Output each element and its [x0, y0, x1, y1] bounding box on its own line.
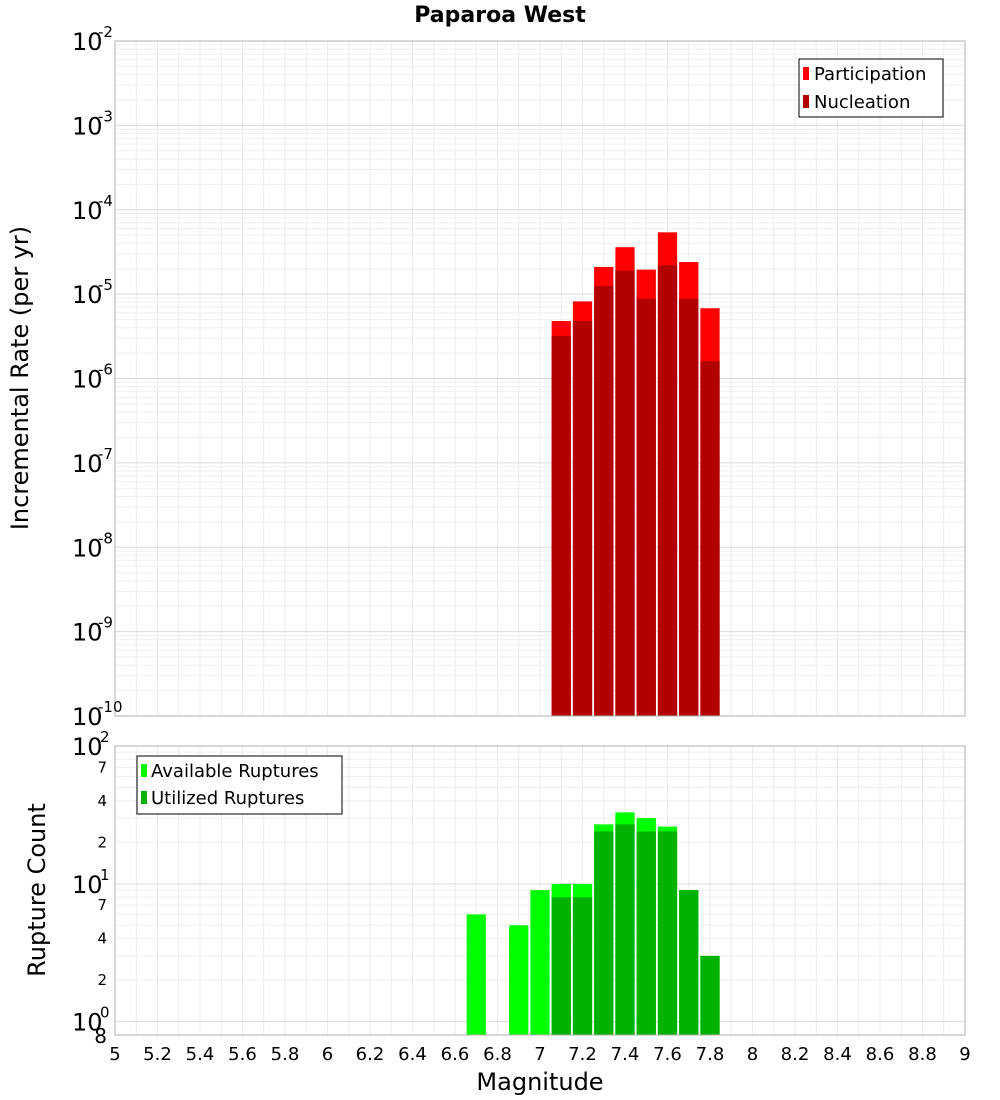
- legend-swatch-nucleation: [803, 95, 809, 108]
- chart-title: Paparoa West: [414, 3, 586, 28]
- legend-label-participation: Participation: [814, 64, 926, 85]
- y-tick-label-base: 10: [72, 703, 103, 731]
- y-tick-label-exponent: 0: [100, 1004, 110, 1022]
- legend-swatch-participation: [803, 67, 809, 80]
- x-tick-label: 8.4: [823, 1044, 852, 1065]
- y-tick-label-exponent: 2: [100, 728, 110, 746]
- bar-utilized-ruptures: [700, 955, 720, 1035]
- x-tick-label: 7.6: [653, 1044, 682, 1065]
- y-tick-label-base: 10: [72, 619, 103, 647]
- x-tick-label: 5.4: [186, 1044, 215, 1065]
- bar-nucleation: [594, 285, 614, 716]
- top-plot-area: [114, 40, 966, 717]
- x-tick-label: 8.8: [908, 1044, 937, 1065]
- bar-available-ruptures: [530, 890, 550, 1035]
- bar-utilized-ruptures: [615, 824, 635, 1035]
- bottom-plot-bars: [466, 812, 720, 1035]
- top-plot-bars: [551, 232, 720, 716]
- y-tick-label-minor: 2: [97, 971, 107, 989]
- bar-utilized-ruptures: [636, 831, 656, 1035]
- x-tick-label: 7: [534, 1044, 545, 1065]
- y-tick-label-exponent: -10: [98, 698, 123, 716]
- x-tick-label: 7.4: [611, 1044, 640, 1065]
- bar-nucleation: [572, 321, 593, 716]
- y-tick-label-minor: 7: [97, 758, 107, 776]
- y-tick-label-base: 10: [72, 534, 103, 562]
- x-tick-label: 8.2: [781, 1044, 810, 1065]
- bottom-legend: Available Ruptures Utilized Ruptures: [136, 755, 343, 815]
- bottom-y-axis-title: Rupture Count: [23, 803, 51, 977]
- axes-ticks: 5 5.2 5.4 5.6 5.8 6 6.2 6.4 6.6 6.8 7 7.2 7.4 7.6 7.8 8…: [72, 23, 971, 1065]
- bar-nucleation: [679, 298, 699, 716]
- x-tick-label: 7.8: [696, 1044, 725, 1065]
- legend-swatch-utilized: [141, 791, 147, 804]
- legend-label-nucleation: Nucleation: [814, 92, 910, 113]
- bar-available-ruptures: [509, 925, 529, 1035]
- y-tick-label-exponent: -7: [98, 445, 113, 463]
- bar-nucleation: [636, 298, 656, 716]
- top-plot-grid: [114, 41, 966, 717]
- y-tick-label-base: 10: [72, 28, 103, 56]
- bar-utilized-ruptures: [594, 831, 614, 1035]
- y-tick-label-minor: 2: [97, 833, 107, 851]
- y-tick-label-minor: 8: [94, 1024, 107, 1048]
- x-axis-title: Magnitude: [476, 1068, 603, 1096]
- y-tick-label-base: 10: [72, 281, 103, 309]
- legend-label-utilized: Utilized Ruptures: [151, 788, 304, 809]
- x-tick-label: 6.6: [441, 1044, 470, 1065]
- bar-utilized-ruptures: [551, 897, 571, 1035]
- y-tick-label-exponent: -3: [98, 107, 113, 125]
- bar-utilized-ruptures: [679, 890, 699, 1035]
- y-tick-label-base: 10: [72, 450, 103, 478]
- top-legend: Participation Nucleation: [798, 58, 944, 118]
- x-tick-label: 6.2: [356, 1044, 385, 1065]
- bottom-legend-box: [136, 755, 343, 815]
- y-tick-label-base: 10: [72, 197, 103, 225]
- x-tick-label: 5.8: [271, 1044, 300, 1065]
- x-tick-label: 6.4: [398, 1044, 427, 1065]
- y-tick-label-base: 10: [72, 1009, 103, 1037]
- bar-nucleation: [615, 270, 635, 716]
- y-tick-label-base: 10: [72, 112, 103, 140]
- top-y-axis-title: Incremental Rate (per yr): [6, 226, 34, 530]
- x-tick-label: 5: [109, 1044, 120, 1065]
- y-tick-label-exponent: 1: [100, 866, 110, 884]
- x-tick-label: 8.6: [866, 1044, 895, 1065]
- y-tick-label-exponent: -4: [98, 192, 113, 210]
- x-tick-label: 7.2: [568, 1044, 597, 1065]
- x-tick-label: 9: [959, 1044, 970, 1065]
- y-tick-label-base: 10: [72, 871, 103, 899]
- y-tick-label-exponent: -8: [98, 529, 113, 547]
- y-tick-label-exponent: -2: [98, 23, 113, 41]
- y-tick-label-base: 10: [72, 733, 103, 761]
- bar-available-ruptures: [466, 914, 486, 1035]
- x-tick-label: 6: [322, 1044, 333, 1065]
- y-tick-label-minor: 4: [97, 930, 107, 948]
- bottom-plot-area: [114, 745, 966, 1036]
- bar-nucleation: [700, 361, 720, 716]
- top-legend-box: [798, 58, 944, 118]
- legend-swatch-available: [141, 764, 147, 777]
- y-tick-label-minor: 4: [97, 792, 107, 810]
- y-tick-label-minor: 7: [97, 896, 107, 914]
- y-tick-label-base: 10: [72, 366, 103, 394]
- x-tick-label: 5.2: [143, 1044, 172, 1065]
- bar-nucleation: [551, 335, 571, 716]
- bar-nucleation: [657, 265, 678, 716]
- x-tick-label: 8: [747, 1044, 758, 1065]
- legend-label-available: Available Ruptures: [151, 761, 319, 782]
- x-tick-label: 6.8: [483, 1044, 512, 1065]
- bar-utilized-ruptures: [572, 897, 593, 1035]
- y-tick-label-exponent: -6: [98, 361, 113, 379]
- y-tick-label-exponent: -9: [98, 614, 113, 632]
- x-tick-label: 5.6: [228, 1044, 257, 1065]
- y-tick-label-exponent: -5: [98, 276, 113, 294]
- bar-utilized-ruptures: [657, 831, 678, 1035]
